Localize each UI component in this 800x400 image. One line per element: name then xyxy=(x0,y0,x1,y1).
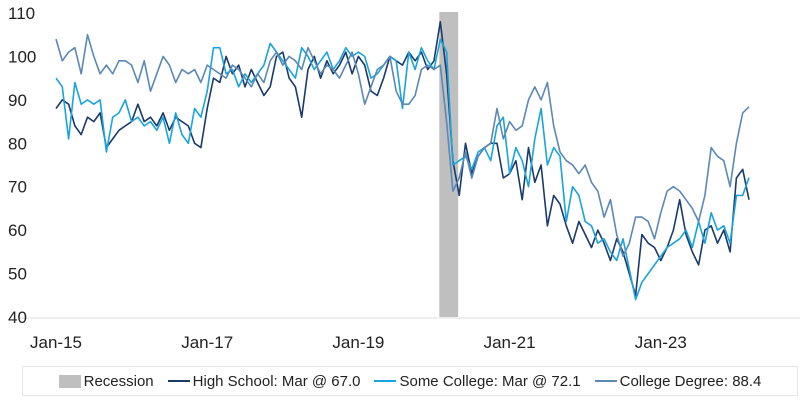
series-swatch xyxy=(594,380,617,382)
series-swatch xyxy=(374,380,397,382)
y-tick-label: 80 xyxy=(8,134,27,153)
y-tick-label: 60 xyxy=(8,221,27,240)
legend-item-recession: Recession xyxy=(58,372,154,390)
legend-item-high-school: High School: Mar @ 67.0 xyxy=(167,372,361,390)
series-line-2 xyxy=(55,33,750,257)
x-tick-label: Jan-23 xyxy=(635,333,687,352)
recession-swatch xyxy=(58,374,81,388)
y-tick-label: 70 xyxy=(8,178,27,197)
x-tick-label: Jan-19 xyxy=(332,333,384,352)
legend-label: Recession xyxy=(83,372,154,390)
series-line-1 xyxy=(55,38,750,301)
legend-item-some-college: Some College: Mar @ 72.1 xyxy=(374,372,581,390)
y-tick-label: 100 xyxy=(8,47,36,66)
legend-item-college-degree: College Degree: 88.4 xyxy=(594,372,762,390)
y-tick-label: 40 xyxy=(8,308,27,327)
x-tick-label: Jan-17 xyxy=(181,333,233,352)
y-tick-label: 50 xyxy=(8,265,27,284)
x-tick-label: Jan-21 xyxy=(484,333,536,352)
legend-label: High School: Mar @ 67.0 xyxy=(192,372,361,390)
line-chart: 40 50 60 70 80 90 100 110 Jan-15 Jan-17 Jan-19 Jan-… xyxy=(8,4,800,352)
legend: Recession High School: Mar @ 67.0 Some C… xyxy=(22,366,798,396)
series-swatch xyxy=(167,380,190,382)
series-line-0 xyxy=(55,20,750,297)
legend-label: Some College: Mar @ 72.1 xyxy=(399,372,581,390)
y-tick-label: 110 xyxy=(8,4,35,23)
x-tick-label: Jan-15 xyxy=(30,333,82,352)
y-tick-label: 90 xyxy=(8,91,27,110)
legend-label: College Degree: 88.4 xyxy=(619,372,762,390)
recession-band xyxy=(439,12,459,317)
